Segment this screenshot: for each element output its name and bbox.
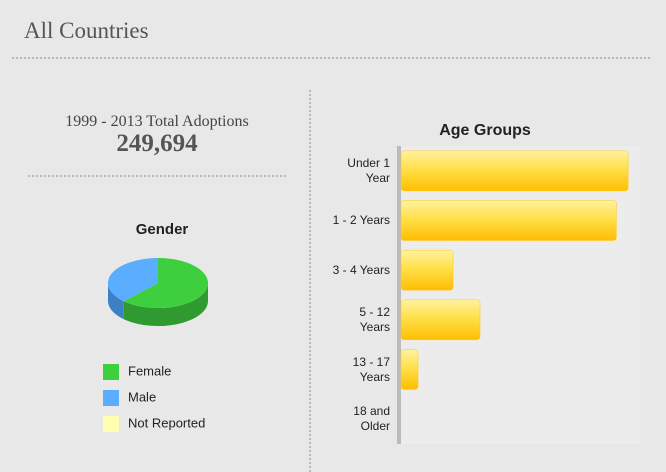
pie-title: Gender [136, 221, 189, 238]
legend-swatch [103, 364, 119, 380]
pie-slice [123, 258, 209, 308]
legend-swatch [103, 416, 119, 432]
pie-slice [108, 258, 158, 302]
y-tick-label: 13 - 17 Years [352, 354, 390, 384]
legend-label: Male [128, 389, 156, 404]
legend-swatch [103, 390, 119, 406]
bar [400, 150, 629, 192]
legend-label: Female [128, 363, 171, 378]
y-tick-label: 5 - 12 Years [359, 304, 390, 334]
page-title: All Countries [24, 18, 149, 43]
summary-label: 1999 - 2013 Total Adoptions [65, 113, 249, 130]
y-tick-label: Under 1 Year [347, 155, 390, 185]
plot-area [398, 146, 640, 444]
axis [397, 146, 401, 444]
summary-value: 249,694 [116, 130, 198, 157]
y-tick-label: 3 - 4 Years [332, 262, 390, 277]
legend-label: Not Reported [128, 415, 205, 430]
bar-title: Age Groups [439, 122, 531, 139]
bar [400, 200, 617, 241]
y-tick-label: 18 and Older [353, 404, 390, 434]
y-tick-label: 1 - 2 Years [332, 213, 390, 227]
pie-side [123, 283, 208, 326]
bar [400, 349, 419, 390]
bar [400, 249, 454, 291]
bar [400, 299, 481, 341]
pie-side [108, 283, 124, 320]
